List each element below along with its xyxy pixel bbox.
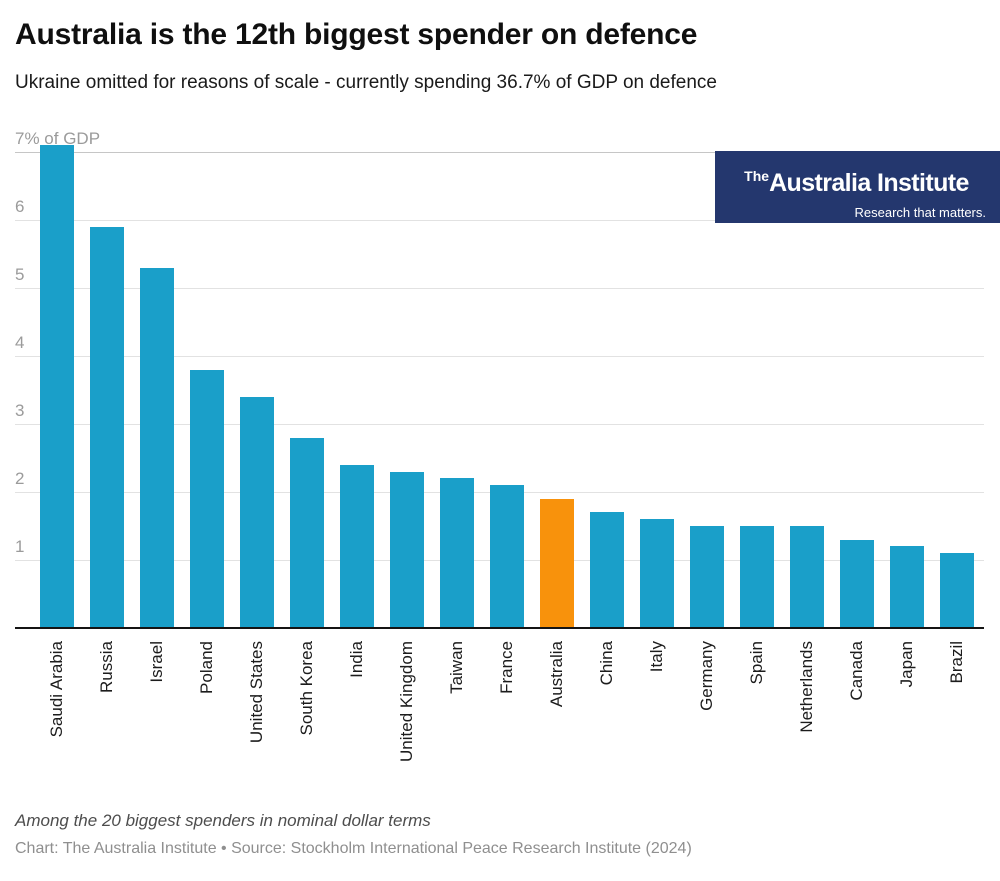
logo-tagline: Research that matters. xyxy=(854,205,987,220)
bar-israel xyxy=(139,267,174,628)
xlabel-india: India xyxy=(346,641,366,678)
xlabel-taiwan: Taiwan xyxy=(446,641,466,694)
xlabel-saudi-arabia: Saudi Arabia xyxy=(46,641,66,738)
gridline-5 xyxy=(15,288,984,289)
xlabel-israel: Israel xyxy=(146,641,166,683)
bar-russia xyxy=(89,226,124,628)
xlabel-australia: Australia xyxy=(546,641,566,708)
xlabel-united-states: United States xyxy=(246,641,266,744)
bar-brazil xyxy=(939,553,974,628)
xlabel-brazil: Brazil xyxy=(946,641,966,684)
xlabel-poland: Poland xyxy=(196,641,216,694)
xlabel-china: China xyxy=(596,641,616,686)
bar-united-kingdom xyxy=(389,471,424,628)
bar-china xyxy=(589,512,624,628)
xlabel-canada: Canada xyxy=(846,641,866,701)
xlabel-spain: Spain xyxy=(746,641,766,685)
gridline-7 xyxy=(15,152,984,153)
ytick-label-7: 7% of GDP xyxy=(15,129,101,148)
bar-france xyxy=(489,485,524,628)
bar-germany xyxy=(689,526,724,628)
gridline-4 xyxy=(15,356,984,357)
bar-india xyxy=(339,464,374,628)
gridline-3 xyxy=(15,424,984,425)
bar-south-korea xyxy=(289,437,324,628)
page-title: Australia is the 12th biggest spender on… xyxy=(15,18,698,51)
xlabel-italy: Italy xyxy=(646,641,666,673)
bar-united-states xyxy=(239,396,274,628)
ytick-label-1: 1 xyxy=(15,537,25,556)
xlabel-germany: Germany xyxy=(696,641,716,711)
x-axis-line xyxy=(15,627,984,629)
bar-saudi-arabia xyxy=(39,145,74,628)
ytick-label-6: 6 xyxy=(15,197,25,216)
bar-spain xyxy=(739,526,774,628)
xlabel-france: France xyxy=(496,641,516,694)
logo-name: Australia Institute xyxy=(769,169,969,197)
ytick-label-4: 4 xyxy=(15,333,25,352)
logo-prefix: The xyxy=(744,168,770,184)
xlabel-russia: Russia xyxy=(96,641,116,693)
bar-italy xyxy=(639,519,674,628)
ytick-label-3: 3 xyxy=(15,401,25,420)
australia-institute-logo: TheAustralia Institute Research that mat… xyxy=(715,151,1000,223)
bar-poland xyxy=(189,369,224,628)
ytick-label-5: 5 xyxy=(15,265,25,284)
ytick-label-2: 2 xyxy=(15,469,25,488)
bar-netherlands xyxy=(789,526,824,628)
bar-japan xyxy=(889,546,924,628)
xlabel-japan: Japan xyxy=(896,641,916,688)
logo-wordmark: TheAustralia Institute xyxy=(727,161,986,202)
xlabel-south-korea: South Korea xyxy=(296,641,316,736)
bar-canada xyxy=(839,539,874,628)
xlabel-netherlands: Netherlands xyxy=(796,641,816,733)
page-subtitle: Ukraine omitted for reasons of scale - c… xyxy=(15,72,717,93)
gridline-6 xyxy=(15,220,984,221)
bar-taiwan xyxy=(439,478,474,628)
xlabel-united-kingdom: United Kingdom xyxy=(396,641,416,762)
footer-credit: Chart: The Australia Institute • Source:… xyxy=(15,840,692,857)
bar-australia xyxy=(539,498,574,628)
footer-note: Among the 20 biggest spenders in nominal… xyxy=(15,811,431,830)
